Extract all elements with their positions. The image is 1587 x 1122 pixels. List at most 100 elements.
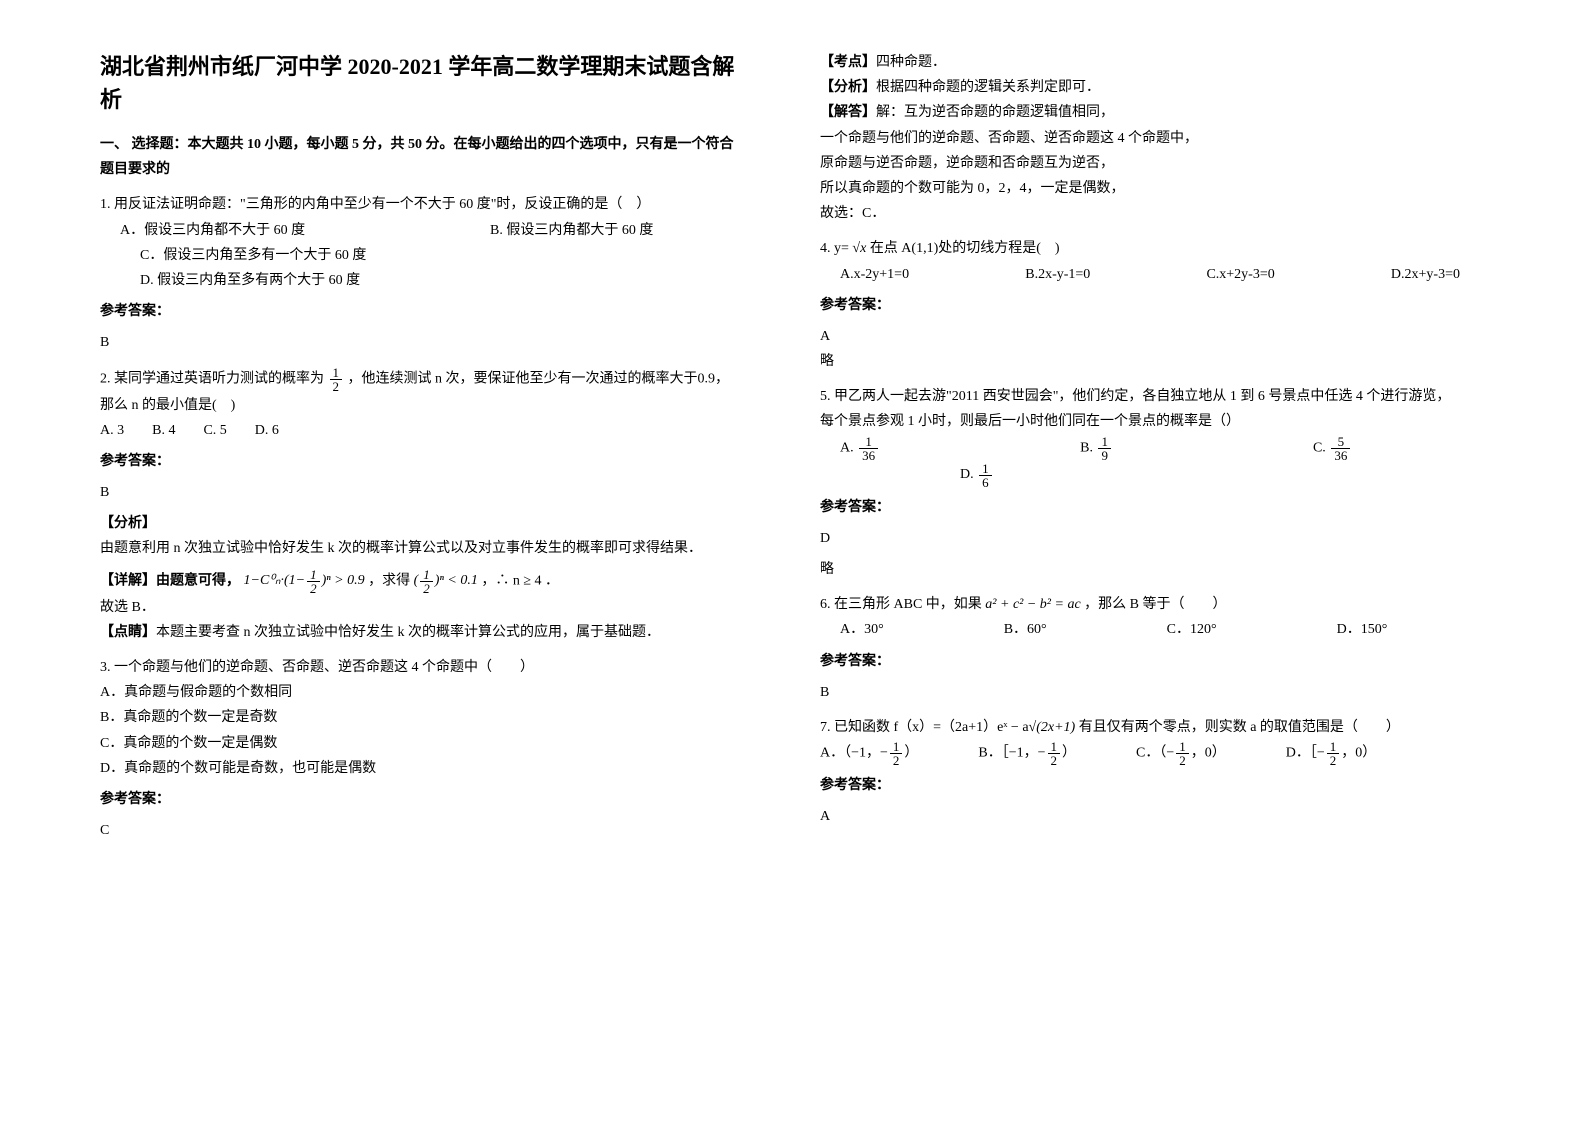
q5-text: 5. 甲乙两人一起去游"2011 西安世园会"，他们约定，各自独立地从 1 到 … [820,384,1460,434]
q3-optD: D．真命题的个数可能是奇数，也可能是偶数 [100,756,740,781]
fd: 2 [307,582,320,595]
q2-frac: 1 2 [330,366,343,393]
q4-prefix: 4. y= [820,241,852,256]
q1-ans: B [100,330,740,355]
q7Cpost: ，0） [1191,746,1226,761]
q4-text: 4. y= √x 在点 A(1,1)处的切线方程是( ) [820,236,1460,261]
f1: 1−C⁰ₙ·(1− [244,573,306,588]
frac-den: 2 [330,380,343,393]
q3-jd2: 一个命题与他们的逆命题、否命题、逆否命题这 4 个命题中， [820,126,1460,151]
q7Apre: A．（−1，− [820,746,888,761]
q5A: A. [840,440,857,455]
q3-text: 3. 一个命题与他们的逆命题、否命题、逆否命题这 4 个命题中（ ） [100,655,740,680]
q2-prefix: 2. 某同学通过英语听力测试的概率为 [100,371,328,386]
q2-ans-label: 参考答案： [100,449,740,474]
q4-optC: C.x+2y-3=0 [1206,262,1274,287]
section-heading: 一、 选择题：本大题共 10 小题，每小题 5 分，共 50 分。在每小题给出的… [100,132,740,182]
q3-kp: 四种命题． [876,55,946,70]
q7-ans-label: 参考答案： [820,773,1460,798]
q3-jd4: 所以真命题的个数可能为 0，2，4，一定是偶数， [820,176,1460,201]
q5a-den: 36 [859,449,878,462]
q4-suffix: 在点 A(1,1)处的切线方程是( ) [870,241,1060,256]
q4-ans: A [820,324,1460,349]
f-half2: 12 [420,568,433,595]
h4n: 1 [1327,740,1340,754]
q5C: C. [1313,440,1329,455]
q7Dpre: D．［− [1286,746,1325,761]
q3-fx-label: 【分析】 [820,80,876,95]
q2-text: 2. 某同学通过英语听力测试的概率为 1 2 ，他连续测试 n 次，要保证他至少… [100,366,740,418]
q2-formula: 1−C⁰ₙ·(1−12)ⁿ > 0.9 [244,573,369,588]
left-column: 湖北省荆州市纸厂河中学 2020-2021 学年高二数学理期末试题含解析 一、 … [100,50,740,843]
q5b-num: 1 [1098,435,1111,449]
q4-omit: 略 [820,349,1460,374]
q5-optA: A. 136 [840,435,880,462]
fn2: 1 [420,568,433,582]
q7-prefix: 7. 已知函数 f（x）=（2a+1）eˣ − a [820,720,1029,735]
q1-optA: A．假设三内角都不大于 60 度 [120,218,450,243]
q5a-num: 1 [859,435,878,449]
q3-jd-label: 【解答】 [820,105,876,120]
q7-optB: B．［−1，−12） [978,740,1076,767]
f3b: )ⁿ < 0.1 [435,573,478,588]
fn: 1 [307,568,320,582]
q4-ans-label: 参考答案： [820,293,1460,318]
q6-optB: B．60° [1004,617,1047,642]
q7-optA: A．（−1，−12） [820,740,918,767]
q2-pick: 故选 B． [100,595,740,620]
q7Cpre: C．（− [1136,746,1174,761]
f3a: ( [414,573,419,588]
q3-optA: A．真命题与假命题的个数相同 [100,680,740,705]
f-half: 12 [307,568,320,595]
question-2: 2. 某同学通过英语听力测试的概率为 1 2 ，他连续测试 n 次，要保证他至少… [100,366,740,646]
q1-optD: D. 假设三内角至多有两个大于 60 度 [140,268,360,293]
q3-jd1: 解：互为逆否命题的命题逻辑值相同， [876,105,1114,120]
q7-optC: C．（−12，0） [1136,740,1226,767]
q6-expr: a² + c² − b² = ac [985,597,1080,612]
q6-ans: B [820,680,1460,705]
q5b-den: 9 [1098,449,1111,462]
q5-optB: B. 19 [1080,435,1113,462]
q5-omit: 略 [820,557,1460,582]
q1-optC: C．假设三内角至多有一个大于 60 度 [140,243,450,268]
q5-optC: C. 536 [1313,435,1352,462]
q2-analysis-label: 【分析】 [100,516,156,531]
q3-optC: C．真命题的个数一定是偶数 [100,731,740,756]
q5D: D. [960,467,977,482]
f2: )ⁿ > 0.9 [322,573,365,588]
h2n: 1 [1048,740,1061,754]
q2-mid: ，求得 [368,573,410,588]
q7Apost: ） [904,746,918,761]
q7-suffix: 有且仅有两个零点，则实数 a 的取值范围是（ ） [1075,720,1400,735]
q2-detail-label: 【详解】由题意可得， [100,573,240,588]
doc-title: 湖北省荆州市纸厂河中学 2020-2021 学年高二数学理期末试题含解析 [100,50,740,116]
q2-detail-end: ，∴ n ≥ 4 ． [481,573,559,588]
q3-jd5: 故选：C． [820,201,1460,226]
q5c-num: 5 [1331,435,1350,449]
h3d: 2 [1176,754,1189,767]
q4-optA: A.x-2y+1=0 [840,262,909,287]
q2-note-label: 【点睛】 [100,625,156,640]
question-5: 5. 甲乙两人一起去游"2011 西安世园会"，他们约定，各自独立地从 1 到 … [820,384,1460,582]
q2-formula2: (12)ⁿ < 0.1 [414,573,482,588]
q6-optA: A．30° [840,617,884,642]
q2-opts: A. 3 B. 4 C. 5 D. 6 [100,418,740,443]
q3-kp-label: 【考点】 [820,55,876,70]
q5c-den: 36 [1331,449,1350,462]
q3-jd3: 原命题与逆否命题，逆命题和否命题互为逆否， [820,151,1460,176]
q7-sqrt: √(2x+1) [1029,720,1076,735]
question-3: 3. 一个命题与他们的逆命题、否命题、逆否命题这 4 个命题中（ ） A．真命题… [100,655,740,843]
q7-ans: A [820,804,1460,829]
q2-note: 【点睛】本题主要考查 n 次独立试验中恰好发生 k 次的概率计算公式的应用，属于… [100,620,740,645]
q6-optD: D．150° [1337,617,1388,642]
q3-ans: C [100,818,740,843]
q4-optB: B.2x-y-1=0 [1025,262,1090,287]
q5d-num: 1 [979,462,992,476]
q1-optB: B. 假设三内角都大于 60 度 [490,218,653,243]
q1-ans-label: 参考答案： [100,299,740,324]
q6-ans-label: 参考答案： [820,649,1460,674]
q3-fx: 根据四种命题的逻辑关系判定即可． [876,80,1100,95]
q7Bpre: B．［−1，− [978,746,1045,761]
q5d-den: 6 [979,476,992,489]
h1n: 1 [890,740,903,754]
